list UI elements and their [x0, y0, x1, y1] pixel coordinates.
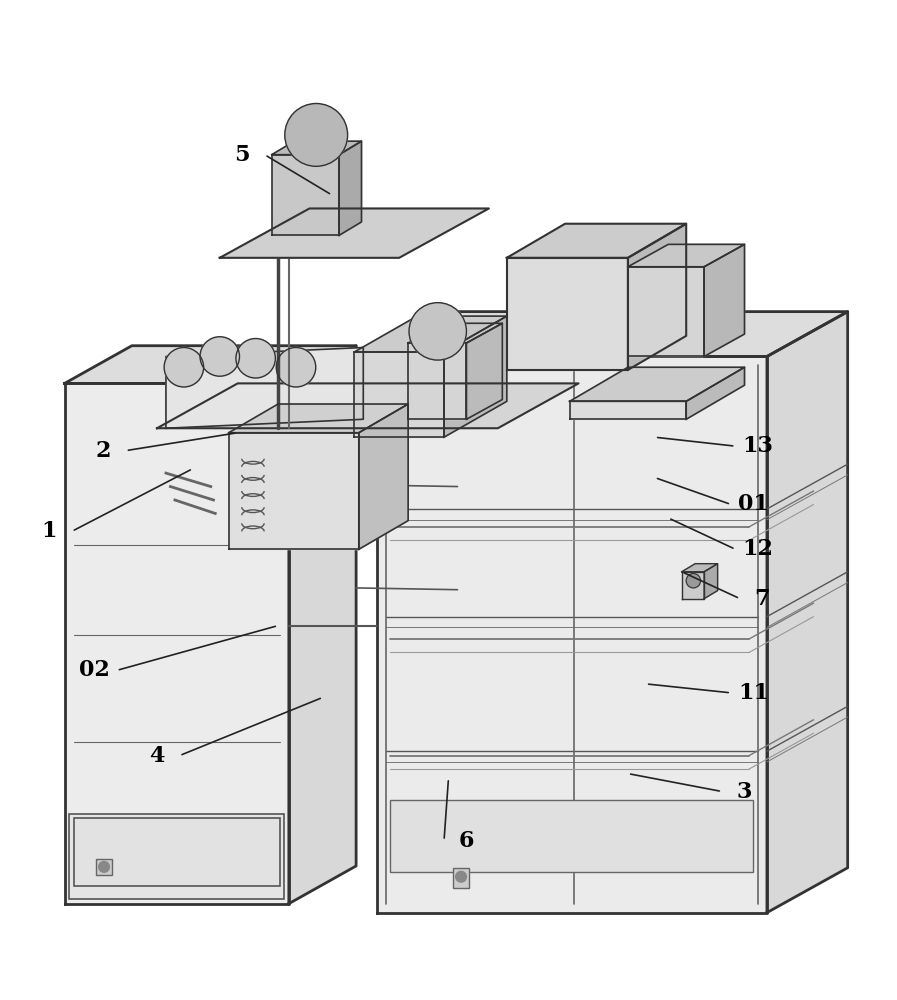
- Polygon shape: [220, 208, 489, 258]
- Text: 5: 5: [234, 144, 250, 166]
- Polygon shape: [704, 244, 745, 356]
- Circle shape: [276, 348, 316, 387]
- Text: 01: 01: [738, 493, 769, 515]
- Polygon shape: [157, 383, 579, 428]
- Circle shape: [236, 339, 275, 378]
- Polygon shape: [570, 401, 686, 419]
- Bar: [453, 868, 469, 888]
- Polygon shape: [704, 564, 718, 599]
- Polygon shape: [166, 348, 363, 428]
- Polygon shape: [466, 323, 502, 419]
- Polygon shape: [686, 367, 745, 419]
- Polygon shape: [628, 267, 704, 356]
- Polygon shape: [767, 312, 848, 913]
- Bar: [390, 800, 753, 872]
- Text: 2: 2: [95, 440, 111, 462]
- Text: 7: 7: [754, 588, 771, 610]
- Polygon shape: [229, 404, 408, 433]
- Text: 11: 11: [738, 682, 769, 704]
- Text: 4: 4: [149, 745, 165, 767]
- Polygon shape: [408, 323, 502, 343]
- Polygon shape: [359, 404, 408, 549]
- Circle shape: [456, 871, 466, 882]
- Polygon shape: [377, 356, 767, 913]
- Circle shape: [284, 104, 347, 166]
- Polygon shape: [339, 141, 361, 235]
- Polygon shape: [272, 141, 361, 155]
- Circle shape: [409, 303, 466, 360]
- Polygon shape: [377, 312, 848, 356]
- Circle shape: [164, 348, 204, 387]
- Bar: [69, 814, 284, 899]
- Polygon shape: [272, 155, 339, 235]
- Polygon shape: [408, 343, 466, 419]
- Text: 02: 02: [79, 659, 109, 681]
- Polygon shape: [354, 316, 507, 352]
- Text: 6: 6: [458, 830, 475, 852]
- Polygon shape: [682, 564, 718, 572]
- Polygon shape: [682, 572, 704, 599]
- Bar: [96, 859, 112, 875]
- Polygon shape: [570, 367, 745, 401]
- Polygon shape: [354, 352, 444, 437]
- Text: 3: 3: [736, 781, 753, 803]
- Polygon shape: [289, 346, 356, 904]
- Text: 1: 1: [41, 520, 57, 542]
- Polygon shape: [65, 383, 289, 904]
- Polygon shape: [628, 224, 686, 370]
- Circle shape: [200, 337, 239, 376]
- Polygon shape: [507, 224, 686, 258]
- Circle shape: [99, 861, 109, 872]
- Polygon shape: [65, 346, 356, 383]
- Text: 12: 12: [743, 538, 773, 560]
- Text: 13: 13: [743, 435, 773, 457]
- Bar: [74, 818, 280, 886]
- Circle shape: [686, 574, 701, 588]
- Polygon shape: [507, 258, 628, 370]
- Polygon shape: [229, 433, 359, 549]
- Polygon shape: [444, 316, 507, 437]
- Polygon shape: [628, 244, 745, 267]
